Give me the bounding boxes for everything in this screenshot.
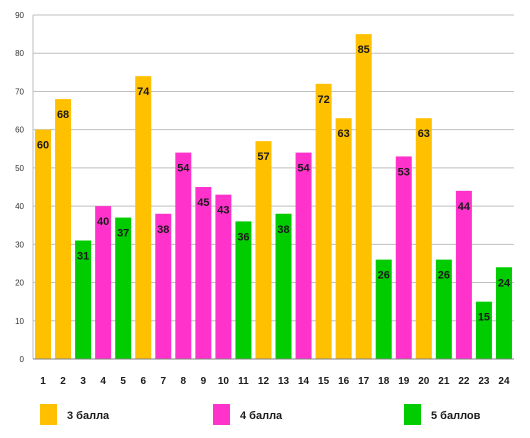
x-tick-label: 22 <box>458 376 470 387</box>
bar <box>75 240 92 359</box>
x-tick-label: 6 <box>140 376 146 387</box>
y-tick-label: 80 <box>15 49 24 58</box>
data-label: 31 <box>77 251 89 263</box>
data-label: 24 <box>498 277 511 289</box>
x-tick-label: 4 <box>100 376 106 387</box>
data-label: 38 <box>277 224 289 236</box>
x-tick-label: 2 <box>60 376 66 387</box>
data-label: 53 <box>398 166 410 178</box>
bar <box>115 217 132 359</box>
data-label: 37 <box>117 228 129 240</box>
bar <box>215 194 232 359</box>
data-label: 57 <box>257 151 269 163</box>
legend-swatch <box>213 404 230 425</box>
x-tick-label: 1 <box>40 376 46 387</box>
data-label: 38 <box>157 224 169 236</box>
data-label: 44 <box>458 201 471 213</box>
bar <box>255 141 272 359</box>
bar <box>475 301 492 359</box>
y-tick-label: 90 <box>15 11 24 20</box>
x-tick-label: 24 <box>498 376 510 387</box>
bar <box>495 267 512 359</box>
bar <box>375 259 392 359</box>
x-tick-label: 10 <box>218 376 230 387</box>
x-tick-label: 18 <box>378 376 390 387</box>
x-tick-label: 15 <box>318 376 330 387</box>
legend-label: 5 баллов <box>431 410 481 422</box>
bar <box>395 156 412 359</box>
bar <box>455 190 472 359</box>
data-label: 68 <box>57 109 69 121</box>
x-tick-label: 3 <box>80 376 86 387</box>
bar <box>335 118 352 359</box>
bar <box>135 76 152 360</box>
data-label: 45 <box>197 197 209 209</box>
bar <box>415 118 432 359</box>
x-tick-label: 9 <box>201 376 207 387</box>
x-tick-label: 14 <box>298 376 310 387</box>
x-tick-label: 20 <box>418 376 430 387</box>
bar <box>175 152 192 359</box>
x-tick-label: 19 <box>398 376 410 387</box>
data-label: 36 <box>237 231 249 243</box>
x-tick-label: 17 <box>358 376 370 387</box>
data-label: 26 <box>438 270 450 282</box>
data-label: 72 <box>317 94 329 106</box>
y-tick-label: 30 <box>15 240 24 249</box>
legend-swatch <box>40 404 57 425</box>
bar <box>275 213 292 359</box>
y-tick-label: 0 <box>20 355 25 364</box>
bar <box>355 34 372 359</box>
x-tick-label: 11 <box>238 376 249 387</box>
x-tick-label: 23 <box>478 376 490 387</box>
data-label: 54 <box>177 163 190 175</box>
x-tick-label: 7 <box>160 376 166 387</box>
y-tick-label: 50 <box>15 164 24 173</box>
data-label: 60 <box>37 140 49 152</box>
data-label: 63 <box>418 128 430 140</box>
x-tick-label: 5 <box>120 376 126 387</box>
data-label: 40 <box>97 216 109 228</box>
x-tick-label: 8 <box>181 376 187 387</box>
legend-label: 4 балла <box>240 410 283 422</box>
bar <box>155 213 172 359</box>
x-tick-label: 21 <box>438 376 450 387</box>
bar <box>295 152 312 359</box>
y-tick-label: 60 <box>15 126 24 135</box>
data-label: 15 <box>478 312 490 324</box>
x-tick-label: 13 <box>278 376 290 387</box>
data-label: 54 <box>297 163 310 175</box>
data-label: 43 <box>217 205 229 217</box>
x-tick-label: 12 <box>258 376 270 387</box>
bar <box>35 129 52 359</box>
data-label: 74 <box>137 86 150 98</box>
bar <box>315 83 332 360</box>
y-tick-label: 40 <box>15 202 24 211</box>
y-tick-label: 10 <box>15 317 24 326</box>
bar <box>195 187 212 359</box>
y-tick-label: 20 <box>15 279 24 288</box>
legend-swatch <box>404 404 421 425</box>
bar <box>435 259 452 359</box>
x-tick-label: 16 <box>338 376 350 387</box>
data-label: 26 <box>378 270 390 282</box>
y-tick-label: 70 <box>15 87 24 96</box>
bar <box>55 99 72 359</box>
bar <box>95 206 112 359</box>
bar <box>235 221 252 359</box>
data-label: 63 <box>338 128 350 140</box>
legend-label: 3 балла <box>67 410 110 422</box>
data-label: 85 <box>358 44 370 56</box>
